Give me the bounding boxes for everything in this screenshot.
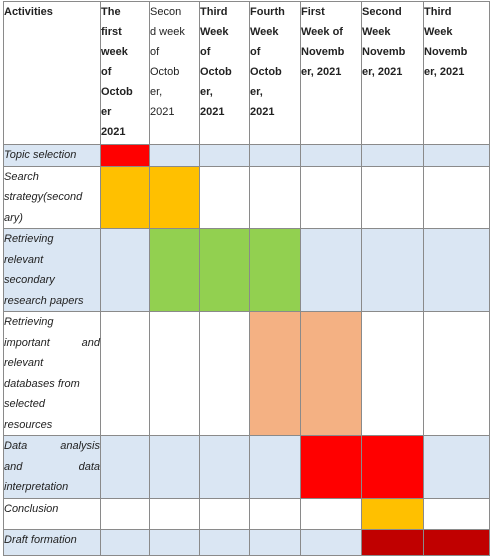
timeline-cell — [199, 528, 250, 556]
activity-label: Retrieving relevant secondary research pape… — [3, 228, 101, 312]
activity-label: Draft formation — [3, 528, 101, 556]
timeline-cell — [149, 497, 200, 530]
timeline-cell — [423, 144, 490, 167]
activity-row: Retrieving relevant secondary research pape… — [3, 228, 490, 312]
timeline-bar-cell — [100, 165, 150, 229]
timeline-bar-cell — [361, 528, 424, 556]
activity-label: Retrieving important and relevant databases … — [3, 311, 101, 436]
activity-label: Conclusion — [3, 497, 101, 530]
timeline-bar-cell — [199, 228, 250, 312]
timeline-cell — [300, 144, 362, 167]
timeline-cell — [149, 528, 200, 556]
timeline-bar-cell — [300, 435, 362, 499]
timeline-bar-cell — [300, 311, 362, 436]
timeline-cell — [100, 435, 150, 499]
week-column-header: Secon d week of Octob er, 2021 — [149, 1, 200, 145]
timeline-cell — [100, 311, 150, 436]
timeline-cell — [300, 528, 362, 556]
timeline-cell — [199, 144, 250, 167]
timeline-cell — [423, 228, 490, 312]
timeline-cell — [423, 311, 490, 436]
timeline-cell — [423, 497, 490, 530]
activity-row: Search strategy(second ary) — [3, 165, 490, 229]
timeline-cell — [149, 311, 200, 436]
timeline-bar-cell — [361, 435, 424, 499]
activity-row: Retrieving important and relevant databases … — [3, 311, 490, 436]
timeline-cell — [300, 497, 362, 530]
timeline-cell — [300, 228, 362, 312]
timeline-cell — [100, 497, 150, 530]
timeline-cell — [249, 165, 301, 229]
timeline-cell — [249, 528, 301, 556]
timeline-table: Activities The first week of Octob er 20… — [3, 1, 490, 556]
timeline-cell — [249, 435, 301, 499]
week-column-header: Fourth Week of Octob er, 2021 — [249, 1, 301, 145]
timeline-cell — [361, 165, 424, 229]
timeline-bar-cell — [149, 228, 200, 312]
timeline-bar-cell — [149, 165, 200, 229]
timeline-cell — [361, 311, 424, 436]
week-column-header: The first week of Octob er 2021 — [100, 1, 150, 145]
timeline-bar-cell — [361, 497, 424, 530]
activity-row: Draft formation — [3, 528, 490, 556]
timeline-bar-cell — [423, 528, 490, 556]
header-row: Activities The first week of Octob er 20… — [3, 1, 490, 145]
week-column-header: First Week of Novemb er, 2021 — [300, 1, 362, 145]
timeline-cell — [100, 228, 150, 312]
timeline-cell — [100, 528, 150, 556]
activity-row: Topic selection — [3, 144, 490, 167]
activity-label: Data analysis and data interpretation — [3, 435, 101, 499]
timeline-cell — [199, 435, 250, 499]
week-column-header: Second Week Novemb er, 2021 — [361, 1, 424, 145]
timeline-cell — [149, 144, 200, 167]
activity-label: Topic selection — [3, 144, 101, 167]
activity-row: Conclusion — [3, 497, 490, 530]
activities-column-header: Activities — [3, 1, 101, 145]
timeline-cell — [249, 497, 301, 530]
timeline-cell — [423, 165, 490, 229]
timeline-cell — [361, 228, 424, 312]
timeline-cell — [300, 165, 362, 229]
timeline-cell — [423, 435, 490, 499]
timeline-cell — [199, 165, 250, 229]
gantt-chart-wrapper: Activities The first week of Octob er 20… — [3, 1, 490, 556]
week-column-header: Third Week Novemb er, 2021 — [423, 1, 490, 145]
activity-label: Search strategy(second ary) — [3, 165, 101, 229]
timeline-cell — [199, 311, 250, 436]
timeline-bar-cell — [100, 144, 150, 167]
timeline-cell — [149, 435, 200, 499]
timeline-bar-cell — [249, 228, 301, 312]
week-column-header: Third Week of Octob er, 2021 — [199, 1, 250, 145]
timeline-cell — [249, 144, 301, 167]
activity-row: Data analysis and data interpretation — [3, 435, 490, 499]
timeline-cell — [361, 144, 424, 167]
timeline-cell — [199, 497, 250, 530]
timeline-bar-cell — [249, 311, 301, 436]
